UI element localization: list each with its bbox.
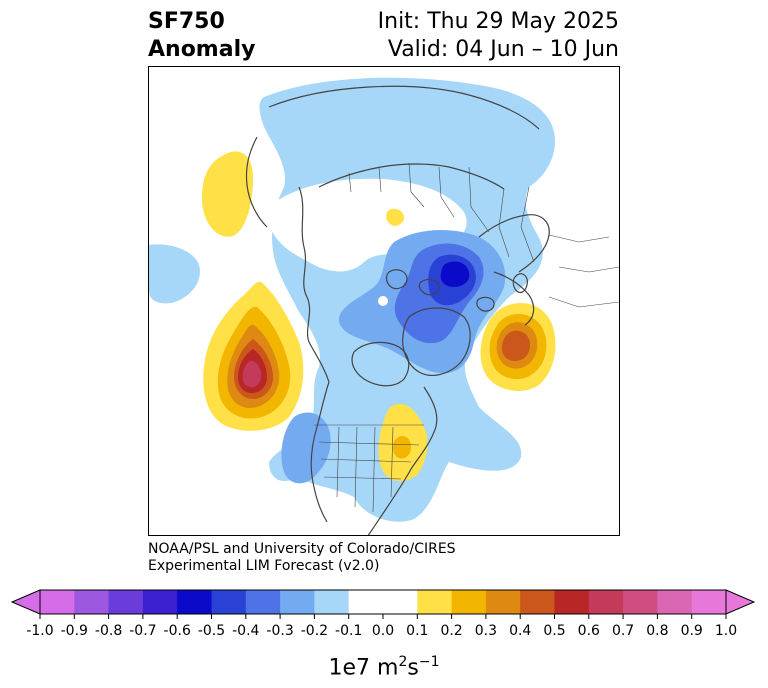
colorbar-tick-label: -0.3	[266, 623, 293, 639]
colorbar-tick-label: 1.0	[715, 623, 737, 639]
map-title-left: SF750 Anomaly	[148, 8, 255, 64]
colorbar-swatch	[383, 590, 418, 614]
anomaly-negative-darkest-greenland	[440, 261, 470, 287]
colorbar-extend-low	[10, 589, 41, 615]
anomaly-positive-pacific-06	[242, 360, 262, 388]
colorbar-swatch	[451, 590, 487, 614]
coastlines	[245, 85, 550, 535]
anomaly-positive-east-north-america-02	[393, 436, 411, 459]
credit-text: NOAA/PSL and University of Colorado/CIRE…	[148, 541, 456, 575]
colorbar-swatch	[211, 590, 247, 614]
colorbar-tick-label: 0.6	[578, 623, 600, 639]
colorbar-swatch	[108, 590, 144, 614]
anomaly-positive-europe-04	[501, 330, 530, 361]
unit-exponent-1: 2	[398, 654, 408, 670]
colorbar-tick-label: -1.0	[26, 623, 53, 639]
forecast-map	[148, 66, 620, 536]
country-borders	[314, 162, 619, 513]
colorbar: -1.0 -0.9 -0.8 -0.7 -0.6 -0.5 -0.4 -0.3 -0.2 -0.1…	[10, 589, 756, 639]
colorbar-tick-label: 0.9	[681, 623, 703, 639]
colorbar-swatch	[348, 590, 384, 614]
colorbar-tick-label: -0.7	[129, 623, 156, 639]
variable-name: SF750	[148, 9, 225, 34]
colorbar-tick-label: 0.2	[440, 623, 462, 639]
colorbar-swatch	[142, 590, 178, 614]
colorbar-tick-label: 0.8	[646, 623, 668, 639]
map-title-right: Init: Thu 29 May 2025 Valid: 04 Jun – 10…	[378, 8, 619, 64]
colorbar-swatch	[40, 590, 75, 614]
colorbar-swatch	[417, 590, 453, 614]
colorbar-tick-label: 0.1	[406, 623, 428, 639]
anomaly-negative-medium-north-america	[281, 412, 331, 484]
colorbar-swatch	[554, 590, 590, 614]
colorbar-tick-label: -0.8	[95, 623, 122, 639]
colorbar-swatch	[177, 590, 212, 614]
colorbar-unit-label: 1e7 m2s−1	[0, 648, 768, 682]
anomaly-positive-northwest-pacific	[201, 151, 253, 237]
init-date: Init: Thu 29 May 2025	[377, 9, 619, 34]
colorbar-tick-label: -0.1	[335, 623, 362, 639]
colorbar-swatch	[657, 590, 693, 614]
colorbar-tick-label: -0.9	[61, 623, 88, 639]
colorbar-tick-label: -0.2	[301, 623, 328, 639]
map-canvas	[149, 77, 619, 535]
colorbar-swatch	[74, 590, 110, 614]
colorbar-swatch	[623, 590, 658, 614]
colorbar-tick-label: 0.7	[612, 623, 634, 639]
colorbar-tick-label: 0.0	[372, 623, 394, 639]
colorbar-extend-high	[725, 589, 756, 615]
colorbar-swatch	[485, 590, 521, 614]
credit-line-1: NOAA/PSL and University of Colorado/CIRE…	[148, 541, 456, 557]
colorbar-tick-label: 0.4	[509, 623, 531, 639]
colorbar-tick-label: -0.5	[198, 623, 225, 639]
unit-base: 1e7 m	[328, 655, 399, 681]
colorbar-swatch	[314, 590, 350, 614]
credit-line-2: Experimental LIM Forecast (v2.0)	[148, 558, 380, 574]
colorbar-tick-label: -0.6	[164, 623, 191, 639]
colorbar-swatch	[280, 590, 315, 614]
anomaly-negative-light-northwest-pacific	[149, 244, 200, 304]
anomaly-positive-arctic-small	[386, 208, 405, 226]
unit-exponent-2: −1	[418, 654, 440, 670]
field-name: Anomaly	[148, 37, 256, 62]
colorbar-swatch	[520, 590, 555, 614]
colorbar-swatch	[245, 590, 281, 614]
colorbar-tick-label: 0.3	[475, 623, 497, 639]
colorbar-swatch	[691, 590, 727, 614]
valid-range: Valid: 04 Jun – 10 Jun	[387, 37, 619, 62]
colorbar-tick-label: -0.4	[232, 623, 259, 639]
unit-s: s	[407, 655, 419, 681]
neutral-hole	[378, 296, 388, 306]
colorbar-tick-label: 0.5	[543, 623, 565, 639]
colorbar-swatch	[588, 590, 624, 614]
